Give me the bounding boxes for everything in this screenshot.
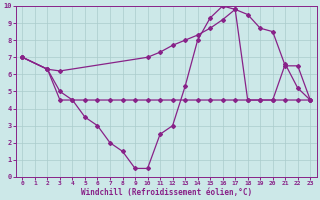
X-axis label: Windchill (Refroidissement éolien,°C): Windchill (Refroidissement éolien,°C) (81, 188, 252, 197)
